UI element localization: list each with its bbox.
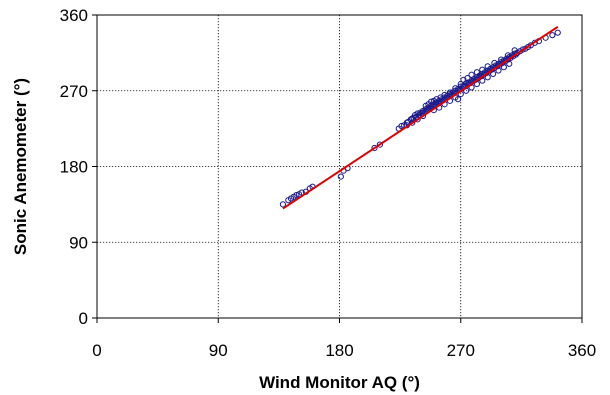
data-point bbox=[441, 91, 448, 99]
data-point bbox=[428, 98, 435, 105]
data-point bbox=[489, 70, 497, 78]
data-point bbox=[484, 63, 491, 70]
data-point bbox=[460, 76, 467, 83]
data-point bbox=[519, 46, 526, 53]
x-axis-label: Wind Monitor AQ (°) bbox=[259, 373, 420, 392]
data-point bbox=[419, 112, 427, 120]
x-tick-labels: 0 90 180 270 360 bbox=[92, 341, 596, 360]
x-tick-label: 90 bbox=[209, 341, 228, 360]
y-tick-label: 90 bbox=[69, 233, 88, 252]
data-point bbox=[504, 52, 512, 59]
data-point bbox=[511, 47, 518, 54]
data-point bbox=[337, 173, 344, 180]
data-point bbox=[433, 96, 440, 103]
data-point bbox=[506, 60, 513, 67]
fit-line-group bbox=[282, 25, 559, 210]
y-axis-label: Sonic Anemometer (°) bbox=[11, 78, 30, 255]
data-point bbox=[371, 144, 378, 152]
y-tick-label: 270 bbox=[60, 82, 88, 101]
data-point bbox=[468, 71, 475, 78]
data-point bbox=[464, 75, 471, 82]
data-point bbox=[409, 119, 416, 126]
data-point bbox=[479, 66, 486, 73]
x-tick-label: 0 bbox=[92, 341, 101, 360]
data-point bbox=[500, 64, 507, 71]
y-tick-label: 180 bbox=[60, 158, 88, 177]
data-point bbox=[479, 77, 486, 84]
data-point bbox=[279, 201, 287, 208]
data-point bbox=[473, 69, 481, 76]
y-tick-labels: 0 90 180 270 360 bbox=[60, 6, 88, 328]
data-point bbox=[376, 141, 384, 148]
data-point bbox=[454, 96, 462, 103]
axes bbox=[92, 14, 583, 323]
x-tick-label: 360 bbox=[568, 341, 596, 360]
x-tick-label: 270 bbox=[447, 341, 475, 360]
data-point bbox=[484, 74, 491, 81]
data-point bbox=[446, 89, 454, 96]
data-point bbox=[512, 51, 520, 58]
data-point bbox=[452, 85, 459, 92]
data-point bbox=[414, 110, 421, 117]
data-point bbox=[495, 67, 502, 74]
y-tick-label: 0 bbox=[79, 309, 88, 328]
data-point bbox=[549, 32, 556, 39]
fit-line bbox=[282, 25, 559, 210]
grid bbox=[97, 15, 582, 318]
data-point bbox=[457, 83, 464, 90]
data-point bbox=[498, 56, 505, 63]
data-point bbox=[457, 80, 464, 88]
x-tick-label: 180 bbox=[325, 341, 353, 360]
data-point bbox=[293, 192, 300, 199]
data-point bbox=[491, 59, 498, 67]
data-point bbox=[554, 29, 561, 36]
data-point bbox=[414, 116, 421, 123]
y-tick-label: 360 bbox=[60, 6, 88, 25]
